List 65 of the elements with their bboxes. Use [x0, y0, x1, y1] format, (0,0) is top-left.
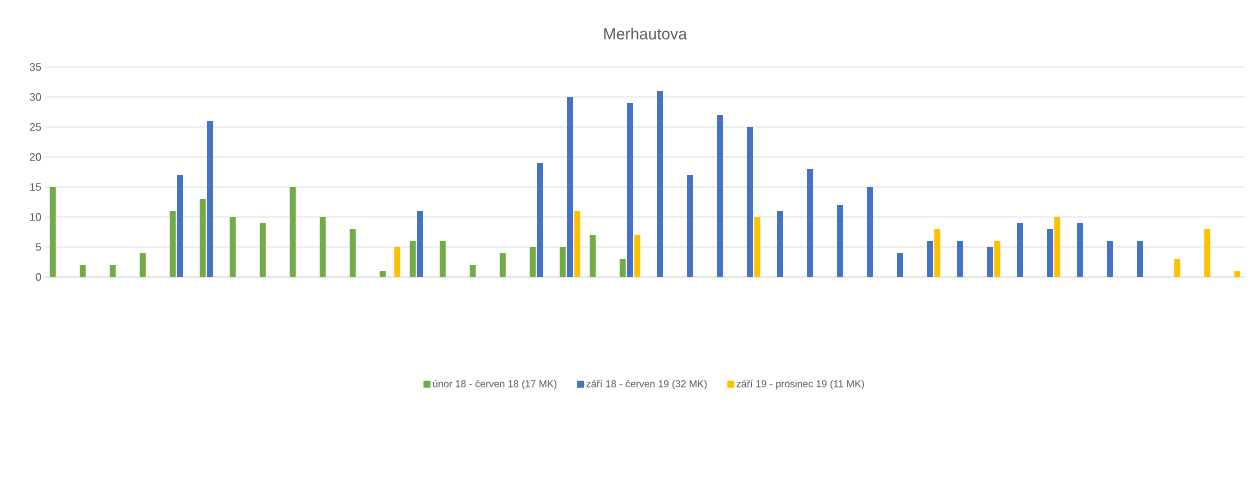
- bar: [394, 246, 401, 277]
- bar: [1174, 258, 1181, 277]
- bar: [866, 186, 873, 277]
- bar: [1054, 216, 1061, 277]
- y-tick-label: 0: [35, 273, 42, 281]
- y-tick-label: 30: [29, 93, 42, 101]
- bar: [199, 198, 206, 277]
- bar: [619, 258, 626, 277]
- y-tick-label: 35: [29, 63, 42, 71]
- bar: [657, 90, 663, 277]
- bar: [49, 186, 56, 277]
- bar: [439, 240, 446, 277]
- bar: [934, 228, 941, 277]
- bar: [499, 252, 506, 277]
- bar: [139, 252, 146, 277]
- bar: [207, 120, 214, 277]
- bar: [634, 234, 641, 277]
- bar: [896, 252, 903, 277]
- bar: [379, 270, 386, 277]
- bar: [289, 186, 296, 277]
- y-tick-label: 20: [29, 153, 42, 161]
- bar: [687, 174, 693, 277]
- bar: [1016, 222, 1023, 277]
- bar: [574, 210, 581, 277]
- bar: [994, 240, 1001, 277]
- bar: [417, 210, 423, 277]
- bar: [926, 240, 933, 277]
- bar: [986, 246, 993, 277]
- legend-label: září 19 - prosinec 19 (11 MK): [736, 379, 864, 390]
- bar: [806, 168, 813, 277]
- y-tick-label: 25: [29, 123, 42, 131]
- bar: [1204, 228, 1211, 277]
- bar: [567, 96, 573, 277]
- bar: [746, 126, 753, 277]
- y-tick-label: 10: [30, 213, 42, 221]
- y-tick-label: 5: [35, 243, 42, 251]
- bar: [259, 222, 266, 277]
- y-tick-label: 15: [30, 183, 42, 191]
- bar: [754, 216, 761, 277]
- bar: [229, 216, 236, 277]
- bar: [717, 114, 723, 277]
- bar: [836, 204, 843, 277]
- bar: [349, 228, 356, 277]
- bar: [79, 264, 86, 277]
- bar: [627, 102, 633, 277]
- bar: [559, 246, 566, 277]
- bar: [776, 210, 783, 277]
- bar: [169, 210, 176, 277]
- bar: [319, 216, 326, 277]
- bar: [1046, 228, 1053, 277]
- bar: [1106, 240, 1113, 277]
- bar: [409, 240, 416, 277]
- bar: [177, 174, 184, 277]
- bar: [537, 162, 543, 277]
- legend-label: únor 18 - červen 18 (17 MK): [433, 379, 557, 390]
- bar: [469, 264, 476, 277]
- bar: [529, 246, 536, 277]
- legend-label: září 18 - červen 19 (32 MK): [586, 379, 707, 390]
- bar: [1136, 240, 1143, 277]
- bar: [109, 264, 116, 277]
- chart-title: Merhautova: [604, 27, 688, 40]
- bar: [1076, 222, 1083, 277]
- bar: [1234, 270, 1241, 277]
- bar: [956, 240, 963, 277]
- bar: [589, 234, 596, 277]
